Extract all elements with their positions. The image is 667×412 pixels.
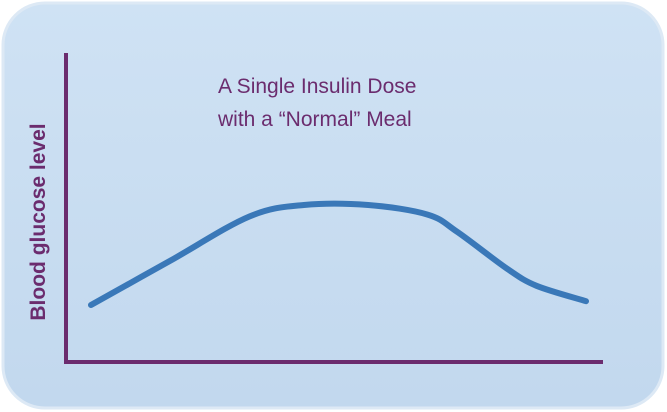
series-group bbox=[88, 200, 589, 308]
chart-title-line-2: with a “Normal” Meal bbox=[217, 108, 412, 131]
chart-title-line-1: A Single Insulin Dose bbox=[218, 75, 416, 98]
series-line-0 bbox=[88, 200, 589, 308]
y-axis-label: Blood glucose level bbox=[27, 123, 50, 320]
